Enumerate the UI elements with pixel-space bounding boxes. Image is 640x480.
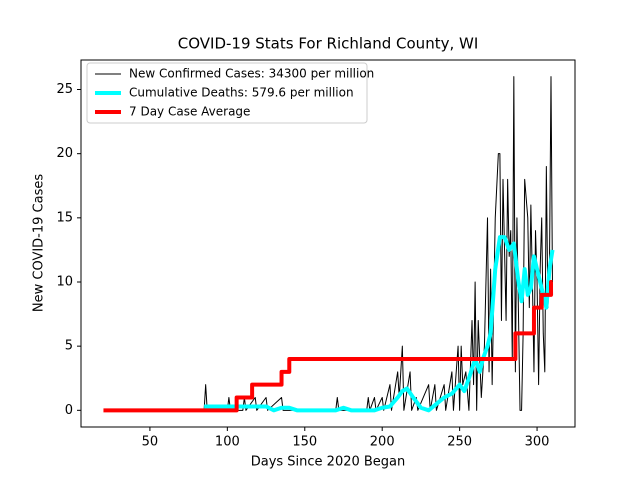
y-axis-label: New COVID-19 Cases — [32, 174, 47, 312]
legend-box — [86, 62, 368, 124]
y-tick-label: 5 — [65, 339, 73, 354]
plot-frame — [80, 59, 576, 428]
x-tick-label: 250 — [447, 435, 472, 450]
x-tick-label: 300 — [525, 435, 550, 450]
legend-label: Cumulative Deaths: 579.6 per million — [129, 86, 354, 100]
line-series — [103, 279, 553, 413]
x-tick-label: 200 — [370, 435, 395, 450]
line-series — [204, 235, 555, 413]
legend-label: 7 Day Case Average — [129, 105, 250, 119]
x-axis-label: Days Since 2020 Began — [251, 455, 406, 470]
y-tick-label: 0 — [65, 403, 73, 418]
y-tick-label: 25 — [56, 82, 73, 97]
x-tick-label: 100 — [215, 435, 240, 450]
y-tick-label: 20 — [56, 146, 73, 161]
y-tick-label: 15 — [56, 210, 73, 225]
chart-title: COVID-19 Stats For Richland County, WI — [178, 35, 479, 53]
line-series — [203, 76, 554, 411]
legend-label: New Confirmed Cases: 34300 per million — [129, 67, 374, 81]
x-tick-label: 150 — [292, 435, 317, 450]
x-tick-label: 50 — [142, 435, 159, 450]
y-tick-label: 10 — [56, 274, 73, 289]
